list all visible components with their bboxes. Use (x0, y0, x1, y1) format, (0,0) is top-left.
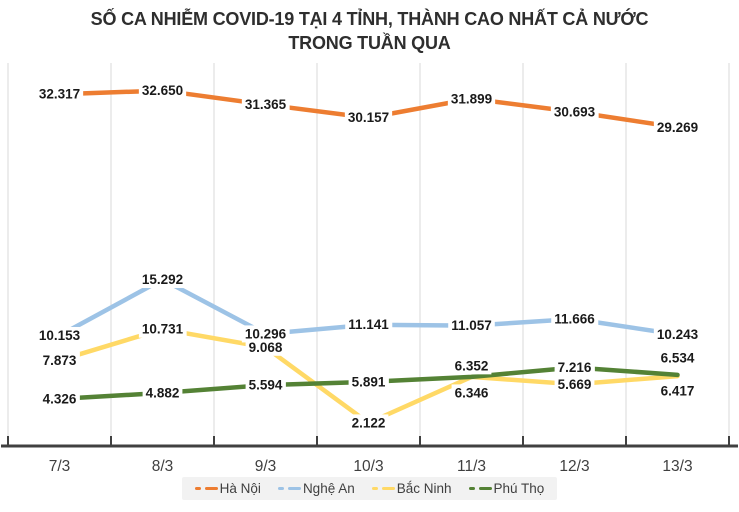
svg-text:5.891: 5.891 (352, 374, 386, 389)
data-label: 7.216 (554, 358, 595, 376)
x-axis-label: 8/3 (152, 458, 174, 475)
data-label: 32.650 (138, 82, 187, 100)
legend-label: Bắc Ninh (396, 481, 452, 496)
svg-text:15.292: 15.292 (142, 272, 183, 287)
svg-text:6.534: 6.534 (661, 350, 695, 365)
legend-item-Hà Nội: Hà Nội (194, 481, 261, 496)
x-axis-label: 11/3 (457, 458, 486, 475)
chart-title-line1: SỐ CA NHIỄM COVID-19 TẠI 4 TỈNH, THÀNH C… (90, 9, 649, 29)
svg-text:10.153: 10.153 (39, 328, 81, 343)
x-axis-label: 10/3 (353, 458, 383, 475)
data-label: 11.666 (551, 310, 599, 328)
legend-dash-icon (287, 486, 301, 491)
data-label: 10.153 (35, 326, 84, 344)
data-label: 10.243 (653, 325, 702, 343)
x-axis-label: 9/3 (255, 458, 277, 475)
data-label: 31.365 (241, 96, 290, 114)
svg-text:30.693: 30.693 (554, 104, 596, 119)
data-label: 6.534 (657, 349, 698, 367)
svg-text:7.216: 7.216 (558, 360, 592, 375)
data-label: 11.057 (448, 317, 495, 335)
data-label: 5.891 (348, 373, 389, 391)
legend-label: Hà Nội (219, 481, 261, 496)
svg-text:32.650: 32.650 (142, 83, 183, 98)
covid-line-chart: 7/3 8/3 9/3 10/3 11/3 12/3 13/3 32.317 32.650 31.… (1, 63, 738, 475)
svg-text:9.068: 9.068 (249, 340, 283, 355)
legend-dash-icon (371, 486, 378, 491)
svg-text:6.417: 6.417 (661, 384, 695, 399)
svg-text:11.666: 11.666 (554, 312, 595, 327)
svg-text:6.352: 6.352 (455, 358, 489, 373)
legend-dash-icon (468, 486, 475, 491)
data-label: 9.068 (245, 338, 286, 356)
legend-dash-icon (381, 486, 395, 491)
data-label: 6.417 (657, 382, 698, 400)
svg-text:6.346: 6.346 (455, 385, 489, 400)
chart-title: SỐ CA NHIỄM COVID-19 TẠI 4 TỈNH, THÀNH C… (0, 0, 739, 55)
svg-text:31.899: 31.899 (451, 91, 492, 106)
legend-dash-icon (194, 486, 201, 491)
data-label: 5.669 (554, 375, 595, 393)
x-axis-label: 12/3 (559, 458, 589, 475)
legend-wrap: Hà Nội Nghệ An Bắc Ninh Phú Thọ (0, 477, 739, 500)
data-label: 6.352 (451, 357, 492, 375)
svg-text:7.873: 7.873 (43, 353, 77, 368)
legend-item-Phú Thọ: Phú Thọ (468, 481, 545, 496)
data-label: 29.269 (653, 118, 702, 136)
svg-text:10.243: 10.243 (657, 327, 699, 342)
data-label: 15.292 (138, 271, 187, 289)
data-label: 5.594 (245, 376, 286, 394)
svg-text:5.669: 5.669 (558, 377, 592, 392)
data-label: 30.157 (344, 109, 393, 127)
data-label: 32.317 (35, 85, 84, 103)
data-label: 10.731 (138, 320, 187, 338)
svg-text:5.594: 5.594 (249, 378, 283, 393)
chart-title-line2: TRONG TUẦN QUA (288, 33, 451, 53)
svg-text:10.731: 10.731 (142, 322, 184, 337)
svg-text:4.326: 4.326 (43, 391, 77, 406)
svg-text:10.296: 10.296 (245, 326, 287, 341)
svg-text:30.157: 30.157 (348, 110, 389, 125)
data-label: 4.326 (39, 390, 80, 408)
data-label: 2.122 (348, 414, 389, 432)
data-label: 7.873 (39, 351, 80, 369)
legend-label: Nghệ An (302, 481, 355, 496)
svg-text:31.365: 31.365 (245, 97, 287, 112)
legend-label: Phú Thọ (493, 481, 545, 496)
legend-dash-icon (204, 486, 218, 491)
svg-text:11.141: 11.141 (348, 317, 389, 332)
data-label: 10.296 (241, 325, 290, 343)
data-label: 31.899 (447, 90, 496, 108)
data-label: 30.693 (550, 103, 599, 121)
svg-text:4.882: 4.882 (146, 385, 180, 400)
svg-text:29.269: 29.269 (657, 120, 698, 135)
data-label: 11.141 (345, 316, 393, 334)
data-label: 4.882 (142, 384, 183, 402)
legend-item-Nghệ An: Nghệ An (277, 481, 355, 496)
x-axis-label: 13/3 (662, 458, 692, 475)
data-label: 6.346 (451, 384, 492, 402)
x-axis-label: 7/3 (49, 458, 71, 475)
svg-text:32.317: 32.317 (39, 87, 80, 102)
svg-text:2.122: 2.122 (352, 415, 386, 430)
svg-text:11.057: 11.057 (451, 318, 492, 333)
legend: Hà Nội Nghệ An Bắc Ninh Phú Thọ (181, 477, 558, 500)
legend-dash-icon (277, 486, 284, 491)
legend-dash-icon (478, 486, 492, 491)
legend-item-Bắc Ninh: Bắc Ninh (371, 481, 452, 496)
